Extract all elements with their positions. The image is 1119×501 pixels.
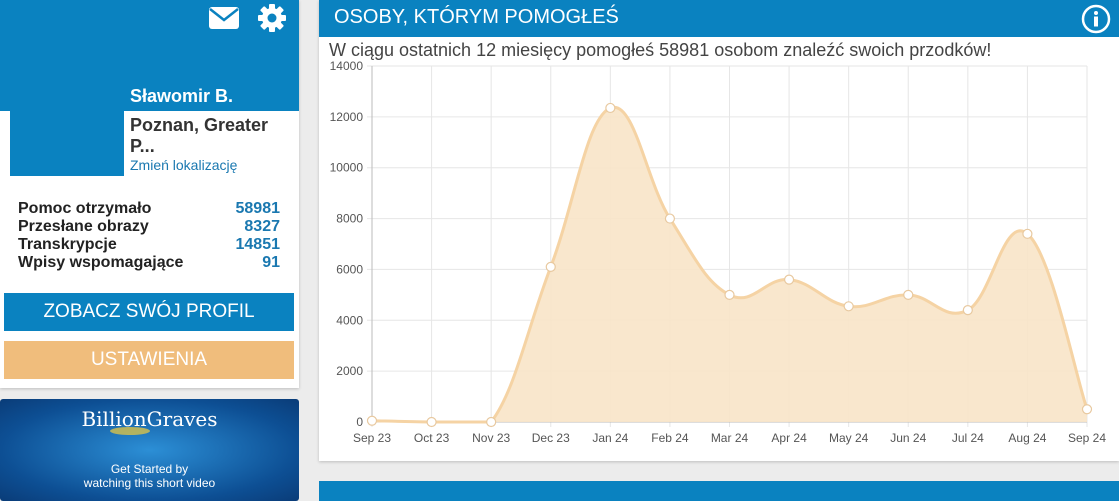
chart-header: OSOBY, KTÓRYM POMOGŁEŚ — [319, 0, 1119, 37]
x-tick-label: Aug 24 — [1008, 431, 1046, 445]
stat-row: Transkrypcje 14851 — [18, 236, 280, 254]
chart-subtitle: W ciągu ostatnich 12 miesięcy pomogłeś 5… — [329, 40, 992, 60]
x-tick-label: Jun 24 — [890, 431, 926, 445]
series-line — [371, 105, 1089, 424]
x-tick-label: Dec 23 — [532, 431, 570, 445]
y-tick-label: 6000 — [336, 262, 363, 276]
area-chart: 0 2000 4000 6000 8000 10000 12000 14000 Sep 23 Oc… — [330, 59, 1107, 445]
data-point — [843, 301, 854, 312]
info-icon[interactable] — [1081, 4, 1111, 34]
stats-list: Pomoc otrzymało 58981 Przesłane obrazy 8… — [18, 200, 280, 272]
y-tick-label: 12000 — [330, 110, 364, 124]
data-point — [783, 274, 795, 285]
x-tick-label: Sep 24 — [1068, 431, 1106, 445]
view-profile-button[interactable]: ZOBACZ SWÓJ PROFIL — [4, 293, 294, 331]
data-point — [1081, 404, 1093, 415]
x-tick-label: Jul 24 — [952, 431, 984, 445]
x-tick-label: Oct 23 — [414, 431, 450, 445]
settings-button[interactable]: USTAWIENIA — [4, 341, 294, 379]
change-location-link[interactable]: Zmień lokalizację — [130, 157, 238, 173]
stat-value: 14851 — [235, 236, 281, 253]
avatar[interactable] — [10, 0, 124, 176]
stat-label: Pomoc otrzymało — [18, 200, 152, 217]
user-location: Poznan, Greater P... — [130, 115, 269, 156]
x-tick-label: Jan 24 — [592, 431, 628, 445]
x-tick-label: Nov 23 — [472, 431, 510, 445]
promo-video[interactable]: BillionGraves Get Started by watching th… — [0, 399, 299, 501]
y-tick-label: 4000 — [336, 313, 363, 327]
y-tick-label: 8000 — [336, 212, 363, 226]
y-tick-label: 14000 — [330, 59, 364, 73]
stat-value: 91 — [262, 254, 280, 271]
helped-people-card: OSOBY, KTÓRYM POMOGŁEŚ W ciągu ostatnich… — [319, 0, 1119, 461]
gear-icon[interactable] — [255, 2, 289, 34]
y-tick-label: 10000 — [330, 161, 364, 175]
stat-row: Pomoc otrzymało 58981 — [18, 200, 280, 218]
data-point — [962, 305, 973, 316]
x-tick-label: May 24 — [829, 431, 869, 445]
billiongraves-logo: BillionGraves — [81, 407, 218, 431]
x-tick-label: Sep 23 — [353, 431, 391, 445]
area-fill — [372, 107, 1087, 422]
data-point — [724, 289, 735, 300]
data-point — [605, 102, 616, 114]
profile-card: Sławomir B. Poznan, Greater P... Zmień l… — [0, 0, 299, 388]
data-point — [486, 416, 497, 428]
stat-row: Wpisy wspomagające 91 — [18, 254, 280, 272]
stat-row: Przesłane obrazy 8327 — [18, 218, 280, 236]
mail-icon[interactable] — [207, 2, 241, 34]
y-tick-label: 0 — [356, 415, 363, 429]
x-tick-label: Feb 24 — [651, 431, 689, 445]
stat-label: Przesłane obrazy — [18, 218, 149, 235]
data-point — [903, 289, 914, 300]
promo-text: Get Started by watching this short video — [0, 462, 299, 490]
data-point — [664, 213, 676, 224]
data-point — [366, 415, 378, 426]
stat-label: Transkrypcje — [18, 236, 117, 253]
data-point — [545, 261, 556, 272]
header-icons — [207, 2, 289, 34]
data-point — [426, 416, 437, 428]
y-tick-label: 2000 — [336, 364, 363, 378]
x-tick-label: Apr 24 — [771, 431, 807, 445]
stat-label: Wpisy wspomagające — [18, 254, 184, 271]
data-point — [1022, 228, 1033, 239]
stat-value: 58981 — [235, 200, 281, 217]
chart-card-title: OSOBY, KTÓRYM POMOGŁEŚ — [334, 6, 619, 28]
promo-line-2: watching this short video — [83, 476, 216, 490]
promo-line-1: Get Started by — [110, 462, 189, 476]
stat-value: 8327 — [244, 218, 280, 235]
x-tick-label: Mar 24 — [711, 431, 749, 445]
logo-mark-icon — [110, 427, 150, 435]
user-name: Sławomir B. — [130, 86, 234, 106]
next-card-header — [319, 481, 1119, 501]
